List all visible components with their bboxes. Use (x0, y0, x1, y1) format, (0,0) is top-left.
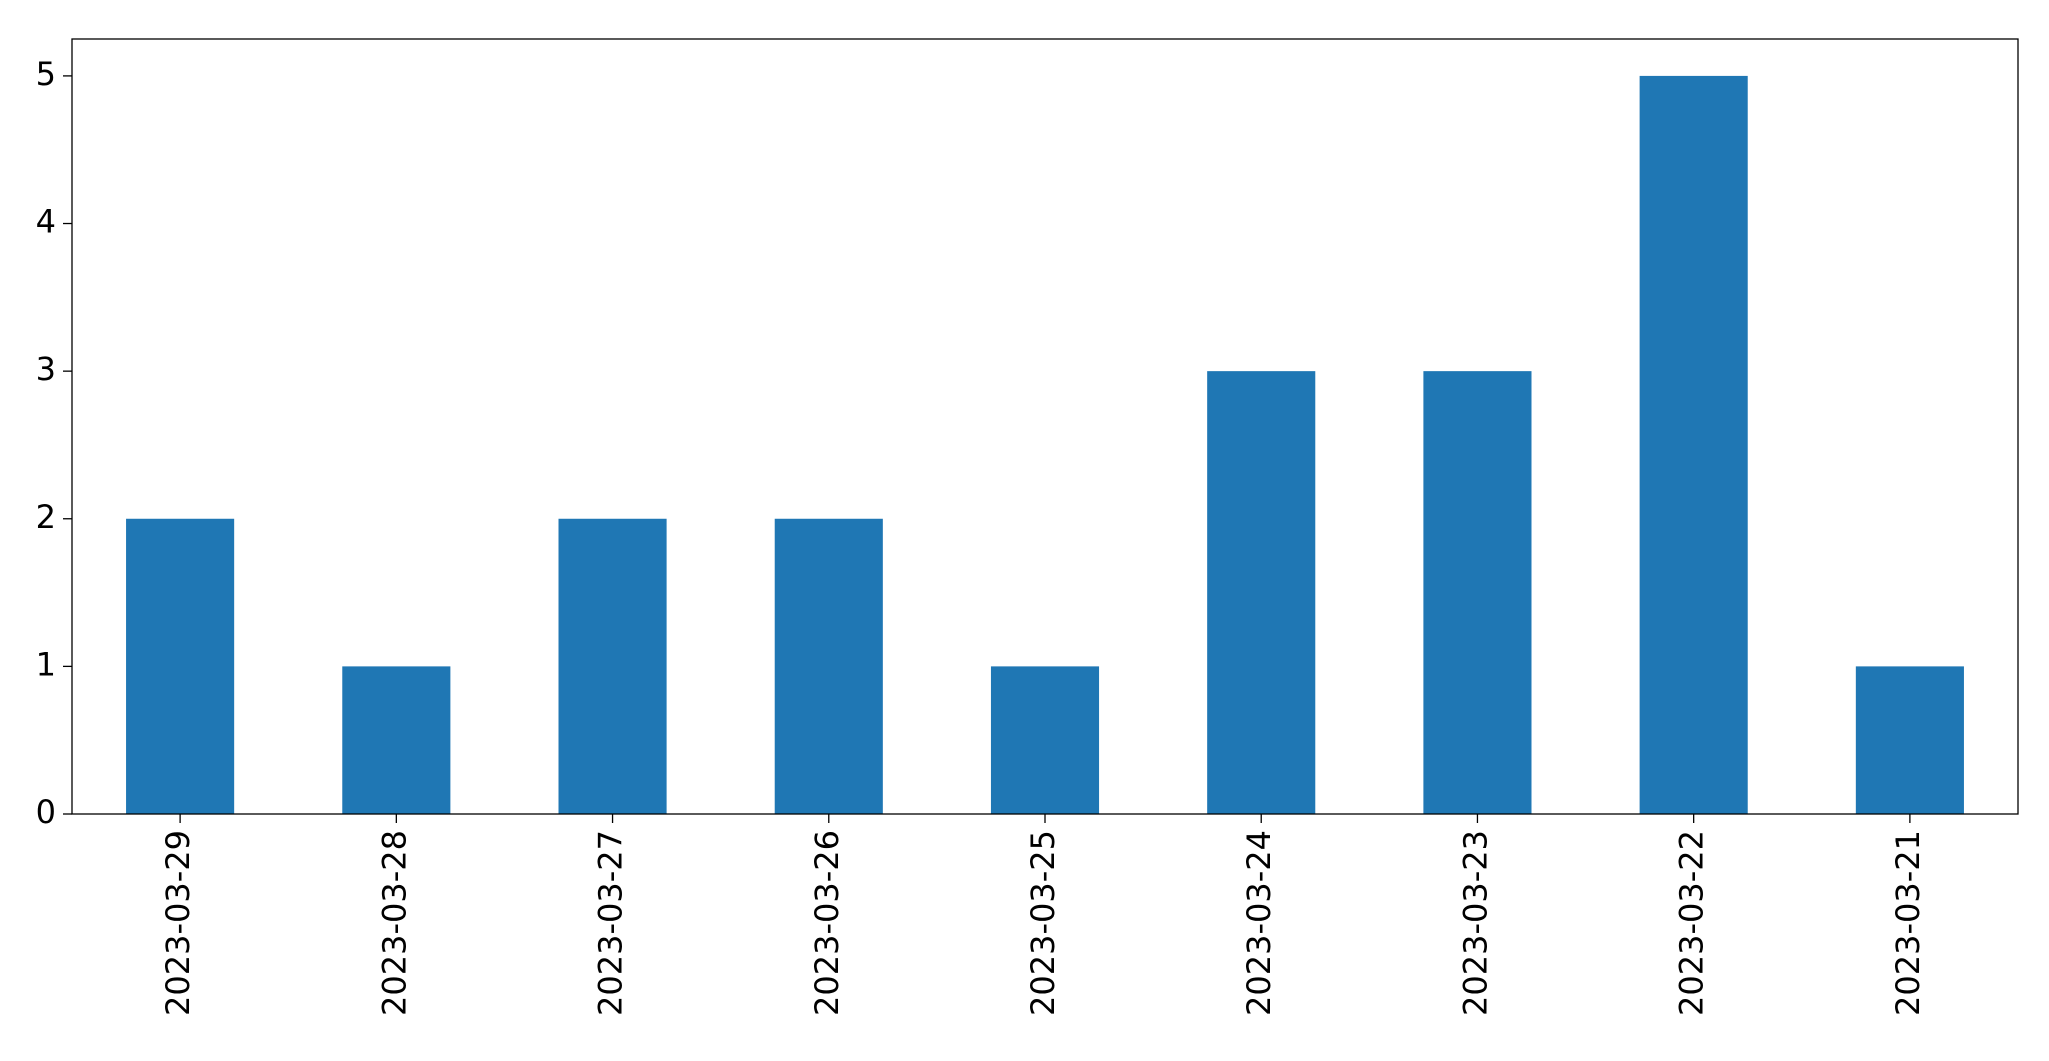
x-tick-label: 2023-03-21 (1889, 830, 1927, 1016)
bar (558, 518, 667, 814)
y-tick-label: 0 (36, 793, 56, 831)
bar (1639, 75, 1748, 814)
bar (342, 666, 451, 814)
x-tick-label: 2023-03-27 (592, 830, 630, 1016)
bar (1423, 371, 1532, 814)
x-tick-label: 2023-03-26 (808, 830, 846, 1016)
x-tick-label: 2023-03-28 (375, 830, 413, 1016)
plot-frame (71, 38, 2019, 815)
y-tick-label: 1 (36, 645, 56, 683)
bar (990, 666, 1100, 814)
bar (1207, 371, 1316, 814)
y-tick-label: 2 (36, 498, 56, 536)
x-tick-label: 2023-03-24 (1240, 830, 1278, 1016)
y-tick-label: 4 (36, 203, 56, 241)
x-tick-label: 2023-03-22 (1673, 830, 1711, 1016)
y-tick-label: 5 (36, 55, 56, 93)
x-tick-label: 2023-03-23 (1456, 830, 1494, 1016)
y-tick-label: 3 (36, 350, 56, 388)
x-tick-label: 2023-03-25 (1024, 830, 1062, 1016)
bar (1855, 666, 1964, 814)
bar (126, 518, 235, 814)
x-tick-label: 2023-03-29 (159, 830, 197, 1016)
bar (774, 518, 883, 814)
